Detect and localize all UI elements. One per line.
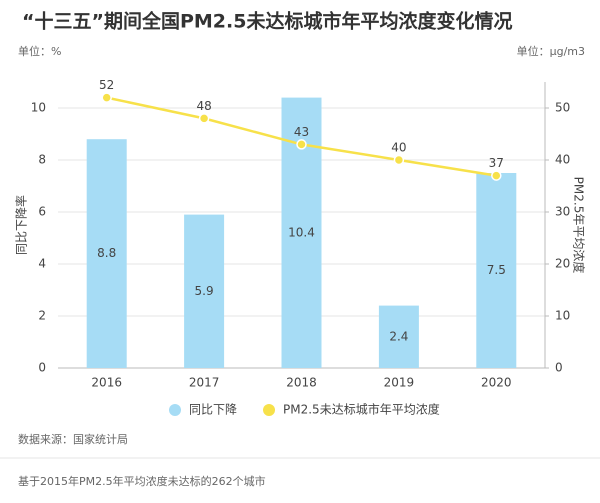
y2-unit: 单位：μg/m3 (517, 44, 585, 58)
bar (476, 173, 517, 368)
legend-marker (263, 404, 276, 416)
bar-value-label: 5.9 (195, 284, 214, 298)
bar-value-label: 7.5 (487, 263, 506, 277)
legend-label: 同比下降 (189, 403, 237, 417)
y2-tick-label: 20 (555, 257, 570, 271)
y2-tick-label: 30 (555, 205, 570, 219)
bar-value-label: 10.4 (288, 225, 315, 239)
y2-tick-label: 0 (555, 361, 563, 375)
bar (184, 214, 225, 368)
y-tick-label: 4 (38, 257, 46, 271)
y-tick-label: 8 (38, 153, 46, 167)
line-point (296, 139, 307, 150)
line-point (101, 92, 112, 103)
line-point (491, 170, 502, 181)
y-tick-label: 0 (38, 361, 46, 375)
point-value-label: 40 (391, 141, 406, 155)
y-tick-label: 6 (38, 205, 46, 219)
bar (86, 139, 127, 368)
point-value-label: 48 (196, 99, 211, 113)
source: 数据来源：国家统计局 (18, 432, 128, 446)
legend-marker (169, 404, 181, 416)
x-tick-label: 2019 (384, 376, 415, 390)
y2-axis-title: PM2.5年平均浓度 (572, 177, 587, 274)
note: 基于2015年PM2.5年平均浓度未达标的262个城市 (18, 474, 266, 488)
bar-value-label: 2.4 (389, 329, 408, 343)
bar-value-label: 8.8 (97, 246, 116, 260)
point-value-label: 52 (99, 78, 114, 92)
legend-label: PM2.5未达标城市年平均浓度 (283, 402, 440, 417)
y-tick-label: 10 (31, 101, 46, 115)
y2-tick-label: 50 (555, 101, 570, 115)
x-tick-label: 2016 (91, 376, 122, 390)
line-point (393, 154, 405, 166)
line-point (198, 113, 210, 124)
x-tick-label: 2018 (286, 376, 317, 390)
x-tick-label: 2020 (481, 376, 512, 390)
y-axis-title: 同比下降率 (14, 195, 29, 255)
bar (378, 305, 419, 368)
chart-title: “十三五”期间全国PM2.5未达标城市年平均浓度变化情况 (22, 10, 512, 33)
y-tick-label: 2 (38, 309, 46, 323)
x-tick-label: 2017 (189, 376, 220, 390)
y2-tick-label: 10 (555, 309, 570, 323)
point-value-label: 37 (489, 156, 504, 170)
point-value-label: 43 (294, 125, 309, 139)
y-unit: 单位：% (18, 44, 61, 58)
y2-tick-label: 40 (555, 153, 570, 167)
